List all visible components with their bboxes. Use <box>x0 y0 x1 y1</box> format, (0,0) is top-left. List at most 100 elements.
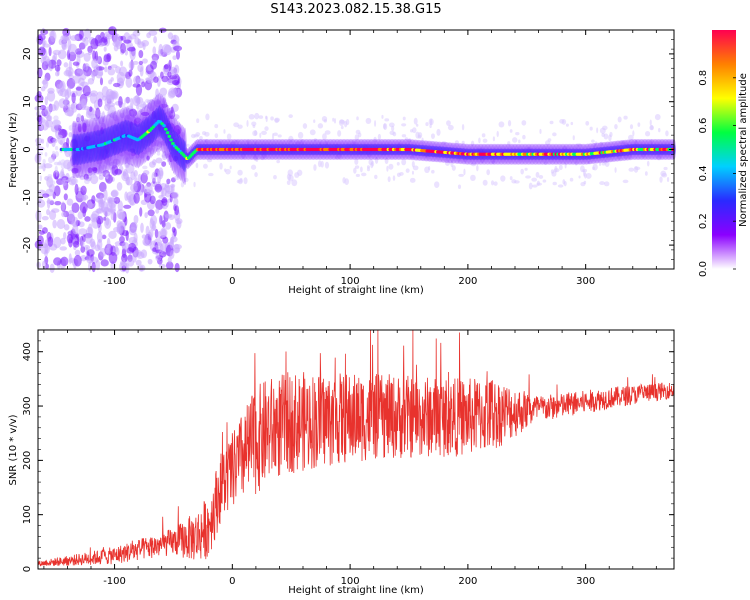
spectrogram-cell <box>507 141 511 146</box>
spectrogram-cell <box>486 169 491 176</box>
spectrogram-cell <box>248 114 255 120</box>
spectrogram-cell <box>324 130 331 135</box>
spectrogram-cell <box>178 123 181 127</box>
spectrogram-cell <box>396 161 400 166</box>
spectrogram-cell <box>159 214 163 225</box>
snr-x-tick-label: 100 <box>341 576 360 587</box>
spectrogram-cell <box>272 132 275 140</box>
spectrogram-cell <box>103 54 111 63</box>
spectrogram-cell <box>557 184 564 188</box>
spectrogram-cell <box>122 109 129 114</box>
spectrogram-cell <box>142 58 148 64</box>
spectrogram-cell <box>76 113 82 123</box>
spectrogram-cell <box>649 119 652 126</box>
spectrogram-cell <box>154 228 159 239</box>
spectrogram-cell <box>634 166 641 171</box>
snr-y-axis-label: SNR (10 * v/v) <box>8 414 19 485</box>
spectrogram-cell <box>532 184 538 188</box>
spectrogram-cell <box>574 161 578 166</box>
spectrogram-cell <box>558 164 563 171</box>
spectrogram-cell <box>116 71 126 84</box>
spectrogram-cell <box>142 170 150 176</box>
spectrogram-cell <box>66 198 74 206</box>
spectrogram-cell <box>522 134 526 140</box>
spectrogram-cell <box>86 201 93 209</box>
spectrogram-cell <box>158 194 165 199</box>
spectrogram-cell <box>63 69 73 77</box>
spectrogram-cell <box>53 121 58 126</box>
spectrogram-cell <box>273 174 277 180</box>
spectrogram-cell <box>409 177 416 183</box>
spectrogram-cell <box>133 232 138 243</box>
snr-ticks: -100 0 100 200 300 0 100 200 300 400 <box>22 329 674 587</box>
spectrogram-cell <box>163 64 169 70</box>
spectrogram-cell <box>237 124 243 129</box>
spectrogram-cell <box>119 212 125 220</box>
spectrogram-cell <box>295 141 302 145</box>
spectrogram-cell <box>492 136 495 142</box>
spectrogram-cell <box>476 164 479 172</box>
colorbar-ticks: 0.0 0.2 0.4 0.6 0.8 <box>698 70 736 277</box>
spectrogram-cell <box>101 111 106 123</box>
spectrogram-cell <box>113 44 119 52</box>
spectrogram-cell <box>145 225 150 237</box>
spectrogram-cell <box>599 181 605 186</box>
spectrogram-cell <box>572 135 575 141</box>
spectrogram-x-tick-label: -100 <box>103 276 126 287</box>
spectrogram-cell <box>578 175 581 179</box>
spectrogram-cell <box>98 175 104 181</box>
spectrogram-cell <box>52 150 56 156</box>
spectrogram-cell <box>46 141 49 148</box>
spectrogram-cell <box>123 39 132 44</box>
spectrogram-cell <box>384 157 389 164</box>
spectrogram-cell <box>124 100 127 105</box>
spectrogram-cell <box>133 214 139 224</box>
spectrogram-cell <box>138 60 144 65</box>
spectrogram-cell <box>72 240 80 248</box>
spectrogram-cell <box>81 196 86 202</box>
spectrogram-cell <box>264 115 268 120</box>
colorbar: 0.0 0.2 0.4 0.6 0.8 Normalized spectral ampl… <box>698 30 749 277</box>
spectrogram-cell <box>107 208 116 213</box>
spectrogram-cell <box>165 222 172 230</box>
spectrogram-cell <box>261 130 267 135</box>
spectrogram-cell <box>90 213 99 223</box>
colorbar-tick-label: 0.4 <box>698 165 709 181</box>
spectrogram-cell <box>97 42 105 47</box>
spectrogram-y-tick-label: -10 <box>22 189 33 205</box>
spectrogram-cell <box>89 172 93 176</box>
spectrogram-cell <box>273 132 278 137</box>
spectrogram-cell <box>604 181 610 187</box>
spectrogram-cell <box>628 167 635 172</box>
spectrogram-cell <box>79 70 87 81</box>
spectrogram-cell <box>645 131 651 137</box>
spectrogram-cell <box>146 155 150 161</box>
spectrogram-cell <box>108 251 118 264</box>
spectrogram-cell <box>105 157 111 165</box>
spectrogram-cell <box>60 237 66 245</box>
spectrogram-cell <box>80 115 85 122</box>
spectrogram-cell <box>524 167 528 171</box>
spectrogram-cell <box>620 140 626 145</box>
spectrogram-cell <box>592 166 595 171</box>
spectrogram-cell <box>604 160 610 167</box>
spectrogram-cell <box>601 162 606 166</box>
spectrogram-cell <box>129 33 137 40</box>
spectrogram-cell <box>243 177 248 185</box>
spectrogram-cell <box>63 164 69 169</box>
spectrogram-cell <box>71 92 76 104</box>
spectrogram-cell <box>384 118 390 122</box>
spectrogram-cell <box>53 257 62 266</box>
spectrogram-cell <box>95 259 101 271</box>
spectrogram-cell <box>161 220 166 228</box>
spectrogram-cell <box>79 29 84 40</box>
spectrogram-cell <box>54 201 62 206</box>
spectrogram-cell <box>56 83 61 94</box>
spectrogram-cell <box>161 94 166 98</box>
spectrogram-cell <box>117 200 123 212</box>
spectrogram-cell <box>392 131 397 137</box>
colorbar-label: Normalized spectral amplitude <box>738 73 749 227</box>
spectrogram-cell <box>356 116 359 121</box>
spectrogram-cell <box>288 114 293 119</box>
spectrogram-cell <box>48 184 56 193</box>
